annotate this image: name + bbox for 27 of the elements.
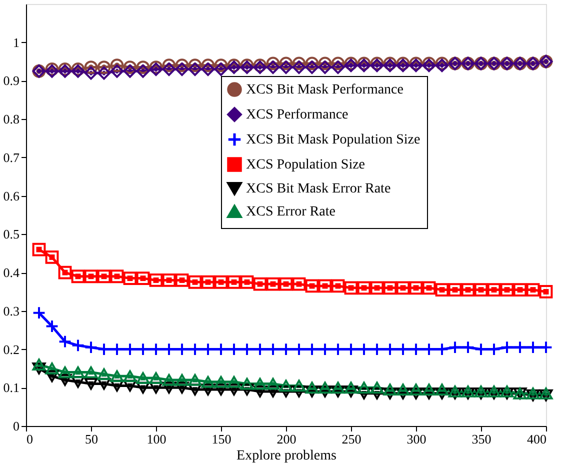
y-tick-label: 0.9 bbox=[3, 73, 20, 88]
legend-label: XCS Error Rate bbox=[246, 204, 336, 220]
y-tick-label: 0.4 bbox=[3, 265, 20, 280]
x-tick-label: 350 bbox=[472, 432, 492, 446]
x-tick-label: 300 bbox=[406, 432, 426, 446]
y-tick-label: 0.1 bbox=[3, 380, 20, 396]
y-tick-label: 0.8 bbox=[3, 112, 20, 127]
x-tick-label: 150 bbox=[212, 432, 232, 446]
legend-label: XCS Bit Mask Error Rate bbox=[246, 182, 391, 196]
x-tick-label: 200 bbox=[276, 432, 296, 446]
y-tick-label: 0.7 bbox=[3, 150, 20, 165]
x-tick-label: 0 bbox=[26, 432, 33, 446]
x-axis-title: Explore problems bbox=[236, 448, 336, 464]
x-tick-label: 100 bbox=[146, 432, 166, 446]
legend-label: XCS Performance bbox=[246, 108, 348, 122]
x-tick-label: 50 bbox=[85, 432, 98, 446]
x-tick-label: 400 bbox=[527, 432, 546, 446]
legend-label: XCS Population Size bbox=[246, 158, 366, 172]
legend-label: XCS Bit Mask Population Size bbox=[246, 132, 420, 148]
y-tick-label: 0.3 bbox=[3, 303, 20, 318]
y-tick-label: 0.5 bbox=[3, 226, 20, 242]
x-tick-label: 250 bbox=[342, 432, 362, 446]
y-tick-label: 1 bbox=[13, 34, 20, 50]
y-tick-label: 0 bbox=[13, 418, 20, 434]
y-tick-label: 0.6 bbox=[3, 188, 20, 204]
legend-label: XCS Bit Mask Performance bbox=[246, 82, 404, 98]
y-tick-label: 0.2 bbox=[3, 342, 20, 357]
